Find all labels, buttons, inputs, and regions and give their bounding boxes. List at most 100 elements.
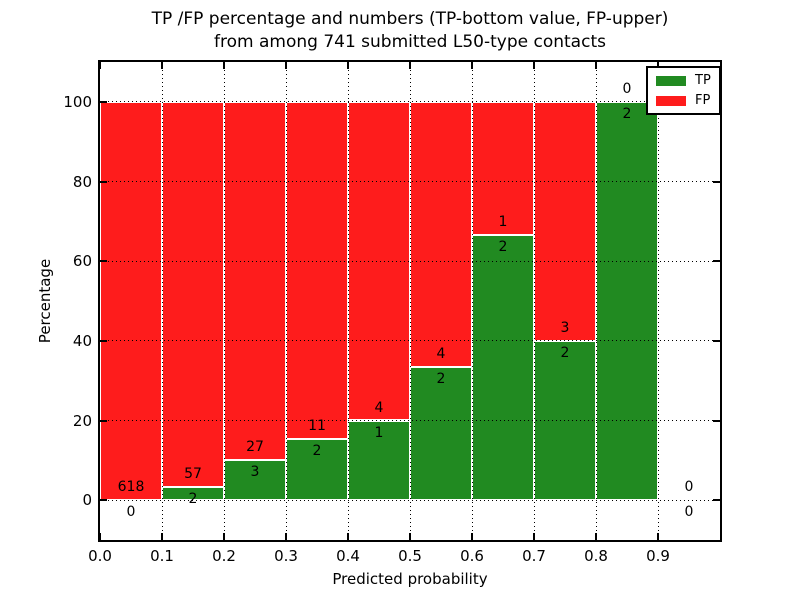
bar-count-label-tp: 2	[188, 490, 198, 507]
bar-count-label-tp: 0	[684, 504, 694, 521]
x-tick-mark	[533, 533, 535, 540]
x-tick-mark	[161, 533, 163, 540]
bar-segment-fp	[472, 101, 534, 235]
x-tick-label: 0.3	[274, 547, 298, 565]
x-tick-mark	[471, 533, 473, 540]
grid-line-vertical	[285, 62, 287, 540]
x-tick-mark-top	[471, 62, 473, 69]
bar-segment-tp	[596, 101, 658, 501]
chart-title-line1: TP /FP percentage and numbers (TP-bottom…	[151, 9, 669, 29]
legend-entry: TP	[656, 74, 711, 87]
bar-count-label-fp: 1	[498, 213, 508, 230]
bar-count-label-fp: 3	[560, 319, 570, 336]
x-tick-mark	[285, 533, 287, 540]
bar-segment-tp	[224, 460, 286, 501]
x-tick-label: 0.1	[150, 547, 174, 565]
bar-count-label-fp: 27	[246, 439, 264, 456]
bar-segment-fp	[534, 101, 596, 341]
y-tick-mark	[100, 180, 107, 183]
bar-count-label-fp: 618	[117, 479, 145, 496]
bar-count-label-fp: 4	[374, 399, 384, 416]
grid-line-vertical	[657, 62, 659, 540]
y-tick-mark	[100, 419, 107, 422]
grid-line-horizontal	[100, 499, 720, 501]
bar-segment-tp	[348, 420, 410, 501]
grid-line-vertical	[409, 62, 411, 540]
y-tick-mark-right	[713, 180, 720, 183]
x-tick-label: 0.0	[88, 547, 112, 565]
x-tick-mark	[223, 533, 225, 540]
y-tick-label: 0	[82, 491, 92, 510]
x-tick-label: 0.5	[398, 547, 422, 565]
x-tick-label: 0.4	[336, 547, 360, 565]
bar-segment-fp	[224, 101, 286, 461]
grid-line-vertical	[223, 62, 225, 540]
x-tick-mark	[409, 533, 411, 540]
grid-line-horizontal	[100, 101, 720, 103]
bar-count-label-tp: 2	[560, 344, 570, 361]
y-tick-mark-right	[713, 419, 720, 422]
x-tick-mark-top	[223, 62, 225, 69]
legend-entry: FP	[656, 94, 711, 107]
legend: TP FP	[646, 66, 721, 115]
x-axis-label: Predicted probability	[332, 570, 488, 588]
x-tick-mark-top	[533, 62, 535, 69]
x-tick-mark-top	[161, 62, 163, 69]
bar-count-label-fp: 0	[622, 80, 632, 97]
bar-count-label-fp: 11	[308, 417, 326, 434]
y-tick-label: 40	[72, 331, 92, 350]
grid-line-vertical	[533, 62, 535, 540]
grid-line-horizontal	[100, 340, 720, 342]
x-tick-mark	[595, 533, 597, 540]
grid-line-vertical	[347, 62, 349, 540]
bar-segment-fp	[100, 101, 162, 501]
y-tick-mark	[100, 100, 107, 103]
chart-title: TP /FP percentage and numbers (TP-bottom…	[0, 8, 800, 54]
bar-count-label-tp: 2	[498, 238, 508, 255]
x-tick-mark-top	[595, 62, 597, 69]
y-tick-mark-right	[713, 339, 720, 342]
legend-swatch-tp	[656, 75, 686, 86]
x-tick-label: 0.7	[522, 547, 546, 565]
x-tick-mark-top	[285, 62, 287, 69]
grid-line-horizontal	[100, 181, 720, 182]
bar-count-label-tp: 2	[622, 105, 632, 122]
bar-count-label-tp: 0	[126, 504, 136, 521]
x-tick-label: 0.2	[212, 547, 236, 565]
bar-segment-tp	[286, 438, 348, 501]
x-tick-mark-top	[347, 62, 349, 69]
x-tick-mark	[657, 533, 659, 540]
legend-label-fp: FP	[695, 93, 711, 108]
x-tick-label: 0.8	[584, 547, 608, 565]
x-tick-mark	[347, 533, 349, 540]
x-tick-mark-top	[657, 62, 659, 69]
x-tick-mark	[99, 533, 101, 540]
x-tick-mark-top	[409, 62, 411, 69]
y-tick-label: 100	[63, 92, 92, 111]
grid-line-vertical	[595, 62, 597, 540]
bar-count-label-tp: 3	[250, 464, 260, 481]
bar-segment-tp	[410, 367, 472, 501]
bar-segment-fp	[162, 101, 224, 487]
legend-swatch-fp	[656, 95, 686, 106]
bar-segment-fp	[410, 101, 472, 368]
chart-title-line2: from among 741 submitted L50-type contac…	[214, 32, 606, 52]
bar-segment-tp	[472, 234, 534, 501]
y-tick-label: 60	[72, 252, 92, 271]
bar-count-label-tp: 2	[312, 442, 322, 459]
bar-count-label-fp: 0	[684, 479, 694, 496]
y-tick-mark-right	[713, 260, 720, 263]
grid-line-horizontal	[100, 420, 720, 421]
y-tick-mark	[100, 260, 107, 263]
bar-count-label-tp: 1	[374, 424, 384, 441]
y-tick-label: 20	[72, 411, 92, 430]
grid-line-horizontal	[100, 260, 720, 262]
y-tick-mark	[100, 339, 107, 342]
y-tick-label: 80	[72, 172, 92, 191]
grid-line-vertical	[471, 62, 473, 540]
bar-segment-fp	[286, 101, 348, 439]
bar-count-label-tp: 2	[436, 371, 446, 388]
x-tick-label: 0.6	[460, 547, 484, 565]
y-tick-mark-right	[713, 499, 720, 502]
